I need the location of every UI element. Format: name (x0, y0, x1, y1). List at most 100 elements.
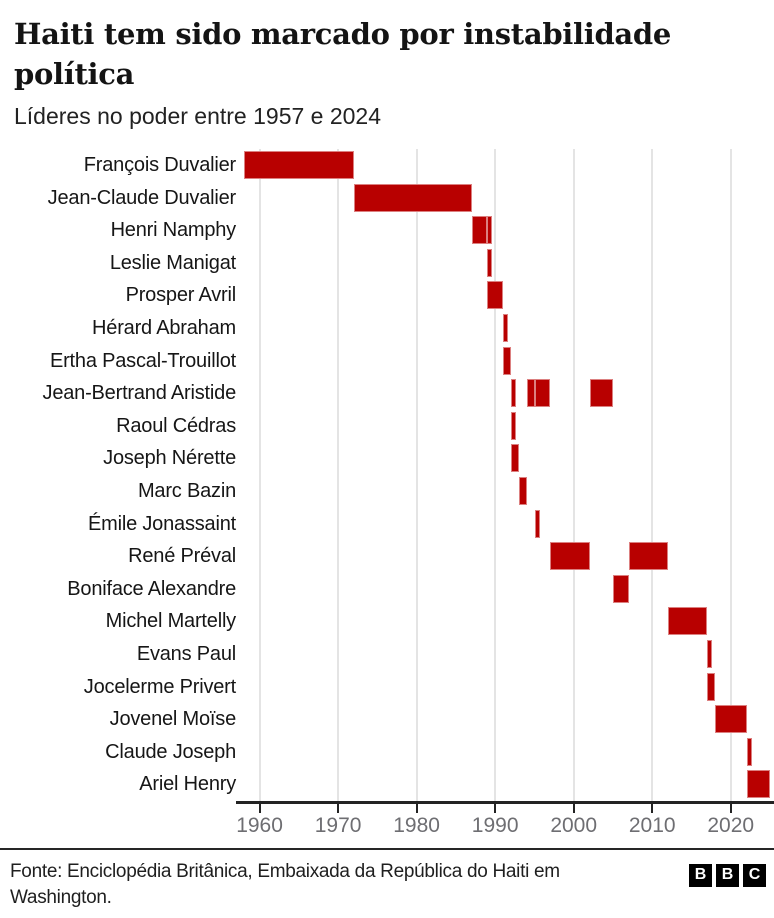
leader-row: Joseph Nérette (12, 442, 762, 475)
axis-tick-label: 2000 (550, 813, 598, 837)
leader-track (244, 573, 762, 606)
tenure-bar (511, 444, 519, 473)
tenure-bar (503, 313, 509, 342)
tenure-bar (534, 379, 551, 408)
tenure-bar (487, 281, 504, 310)
leader-row: Raoul Cédras (12, 410, 762, 443)
bbc-logo-letter: B (716, 863, 739, 887)
axis-tick (572, 802, 575, 813)
leader-row: Michel Martelly (12, 605, 762, 638)
leader-row: Boniface Alexandre (12, 573, 762, 606)
gridline-2000 (572, 149, 575, 801)
gridline-2010 (651, 149, 654, 801)
leader-track (244, 182, 762, 215)
tenure-bar (613, 574, 629, 603)
leader-row: Jocelerme Privert (12, 671, 762, 704)
leader-track (244, 247, 762, 280)
source-note: Fonte: Enciclopédia Britânica, Embaixada… (10, 860, 560, 908)
tenure-bar (511, 379, 516, 408)
leader-label: François Duvalier (83, 154, 236, 176)
leader-row: Evans Paul (12, 638, 762, 671)
leader-row: René Préval (12, 540, 762, 573)
tenure-bar (518, 476, 527, 505)
tenure-bar (503, 346, 511, 375)
leader-label: Boniface Alexandre (67, 577, 236, 600)
page-title: Haiti tem sido marcado por instabilidade… (14, 17, 672, 91)
leader-row: Marc Bazin (12, 475, 762, 508)
leader-track (244, 703, 762, 736)
gridline-1980 (415, 149, 418, 801)
tenure-bar (471, 216, 488, 245)
leader-row: Ariel Henry (12, 768, 771, 801)
axis-tick-label: 1960 (236, 813, 283, 837)
gridline-1990 (494, 149, 497, 801)
tenure-bar (550, 542, 590, 571)
leader-label: Henri Namphy (110, 219, 237, 242)
tenure-bar (746, 737, 752, 766)
tenure-bar (707, 672, 716, 701)
leader-label: Prosper Avril (125, 284, 237, 307)
leader-label: Hérard Abraham (92, 316, 236, 339)
bbc-logo-letter: C (743, 863, 766, 887)
gridline-2020 (729, 149, 732, 801)
tenure-bar (746, 770, 771, 799)
leader-track (244, 736, 762, 769)
leader-label: Claude Joseph (105, 740, 236, 763)
tenure-bar (526, 379, 535, 408)
tenure-bar (244, 151, 354, 179)
leader-row: Claude Joseph (12, 736, 762, 769)
tenure-bar (668, 607, 708, 636)
gridline-1960 (258, 149, 261, 801)
leader-row: François Duvalier (12, 149, 762, 182)
leader-label: Joseph Nérette (103, 447, 236, 470)
bbc-logo-letter: B (689, 863, 712, 887)
tenure-bar (353, 183, 472, 212)
leader-label: Jean-Bertrand Aristide (42, 382, 237, 405)
leader-track (244, 475, 762, 508)
leader-track (244, 377, 762, 410)
tenure-bar (707, 639, 713, 668)
tenure-bar (715, 705, 747, 734)
leader-track (244, 312, 762, 345)
leader-row: Ertha Pascal-Trouillot (12, 345, 762, 378)
x-axis: 1960 1970 1980 1990 2000 2010 2020 (236, 800, 774, 842)
axis-tick (729, 802, 732, 813)
leader-row: Émile Jonassaint (12, 508, 762, 541)
leader-track (244, 442, 762, 475)
leader-row: Jean-Bertrand Aristide (12, 377, 762, 410)
tenure-bar (487, 216, 493, 245)
leader-row: Leslie Manigat (12, 247, 762, 280)
leader-row: Jovenel Moïse (12, 703, 762, 736)
leader-track (244, 768, 771, 801)
leader-row: Henri Namphy (12, 214, 762, 247)
axis-tick-label: 2020 (707, 813, 755, 837)
timeline-chart: François Duvalier Jean-Claude Duvalier Hen… (12, 149, 774, 842)
leader-track (244, 605, 762, 638)
leader-label: Raoul Cédras (116, 414, 236, 437)
footer: Fonte: Enciclopédia Britânica, Embaixada… (0, 847, 774, 911)
leader-label: Jocelerme Privert (83, 675, 236, 698)
axis-tick (494, 802, 497, 813)
leader-label: Evans Paul (136, 642, 236, 665)
leader-label: René Préval (128, 545, 236, 568)
axis-tick-label: 1980 (393, 813, 440, 837)
axis-tick-label: 1970 (314, 813, 362, 837)
leader-row: Jean-Claude Duvalier (12, 182, 762, 215)
leader-label: Jovenel Moïse (109, 708, 237, 731)
leader-track (244, 214, 762, 247)
axis-tick-label: 1990 (471, 813, 519, 837)
leader-row: Prosper Avril (12, 279, 762, 312)
chart-subtitle: Líderes no poder entre 1957 e 2024 (14, 103, 382, 129)
tenure-bar (628, 542, 669, 571)
tenure-bar (589, 379, 614, 408)
leader-label: Émile Jonassaint (88, 512, 236, 535)
leader-label: Ariel Henry (139, 773, 236, 796)
leader-label: Leslie Manigat (109, 251, 236, 274)
axis-tick-label: 2010 (628, 813, 676, 837)
leader-track (244, 149, 762, 182)
tenure-bar (511, 411, 516, 440)
axis-tick (651, 802, 654, 813)
leader-label: Marc Bazin (137, 479, 236, 502)
